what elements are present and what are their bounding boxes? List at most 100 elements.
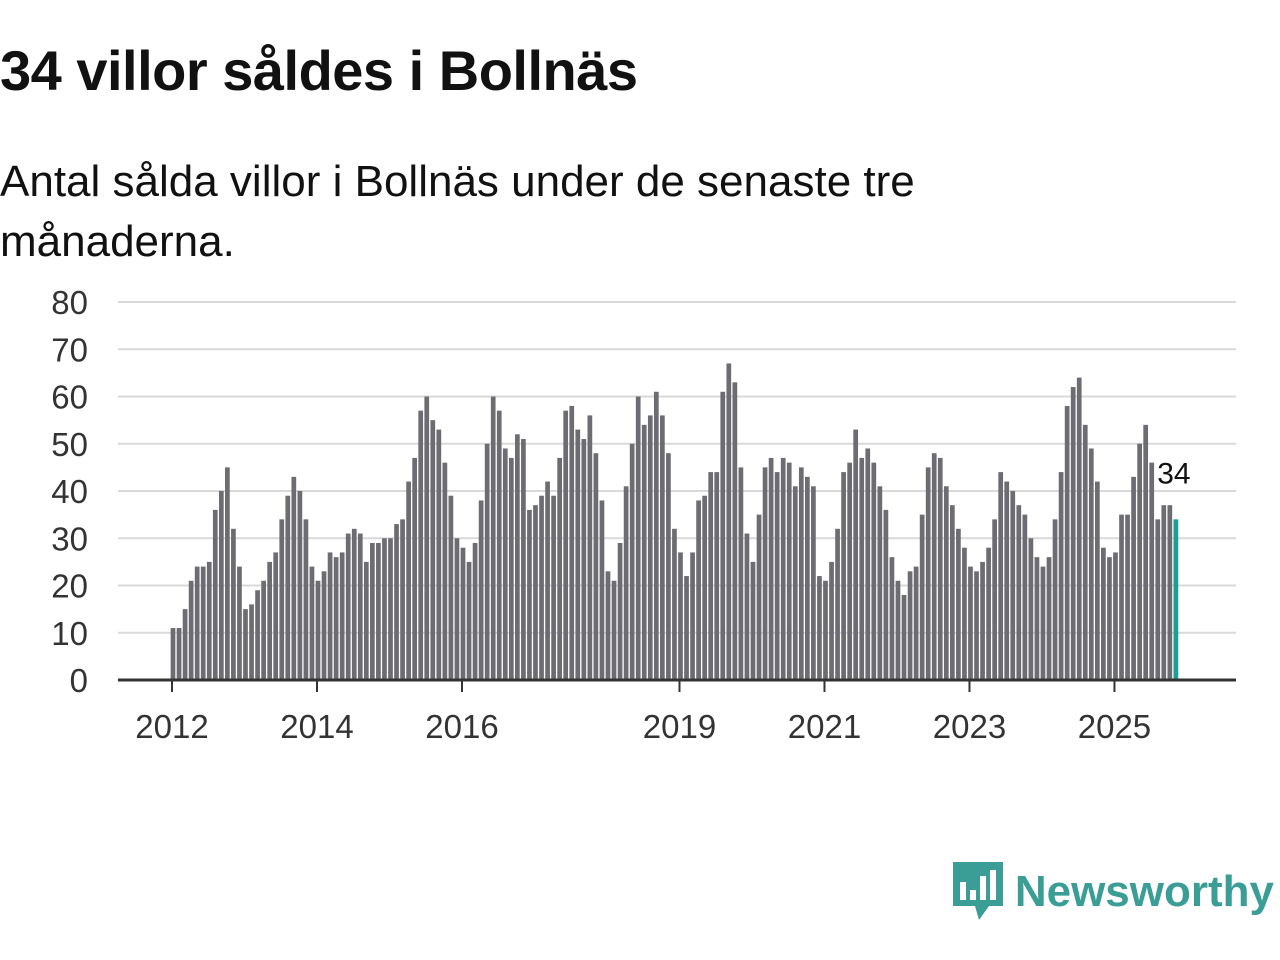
bar	[454, 538, 460, 680]
bar	[1052, 519, 1058, 680]
bar	[593, 453, 599, 680]
bar	[551, 495, 556, 680]
bar	[919, 514, 925, 681]
bar	[243, 609, 248, 681]
bar	[249, 604, 254, 680]
bar	[774, 472, 780, 680]
bar	[545, 481, 550, 680]
bar	[950, 505, 955, 680]
bar	[895, 580, 901, 680]
bar	[267, 561, 273, 681]
bar	[357, 533, 363, 680]
bar	[176, 628, 182, 680]
bar	[321, 571, 327, 680]
bar	[1058, 472, 1064, 680]
bar	[1034, 557, 1040, 680]
latest-value-label: 34	[1157, 457, 1190, 490]
y-tick-label: 40	[51, 473, 88, 510]
chart-title: 34 villor såldes i Bollnäs	[0, 39, 638, 102]
bar	[974, 571, 979, 680]
bar	[333, 557, 339, 680]
bar	[931, 453, 937, 680]
bar	[871, 462, 877, 680]
bar	[394, 524, 399, 680]
bar	[992, 519, 997, 680]
bar	[792, 486, 798, 680]
bar	[1004, 481, 1010, 680]
bar	[188, 580, 194, 680]
bar	[756, 514, 762, 681]
bar	[605, 571, 611, 680]
bar	[370, 542, 375, 680]
bar	[218, 491, 224, 680]
bar	[285, 495, 291, 680]
bar	[702, 495, 708, 680]
bar	[865, 448, 871, 680]
bar	[1143, 424, 1149, 680]
bar	[496, 410, 502, 680]
bar	[732, 382, 738, 680]
chart-subtitle: Antal sålda villor i Bollnäs under de se…	[0, 157, 915, 266]
bar	[684, 576, 689, 680]
bar	[418, 410, 424, 680]
bar	[599, 500, 605, 680]
bar	[817, 576, 822, 680]
bar	[490, 396, 496, 680]
bar	[617, 542, 623, 680]
bar	[1064, 405, 1070, 680]
bar	[635, 396, 641, 680]
bar	[714, 472, 720, 680]
bar	[1076, 377, 1082, 680]
x-axis-labels: 2012 2014 2016 2019 2021 2023 2025	[135, 708, 1151, 745]
bar	[829, 561, 834, 681]
bar	[351, 528, 357, 680]
bar	[913, 566, 919, 680]
bar	[460, 547, 466, 680]
bar	[515, 434, 520, 680]
bar	[611, 580, 617, 680]
bar	[841, 472, 846, 680]
x-tick-label: 2019	[643, 708, 716, 745]
bar	[212, 509, 218, 680]
bar	[448, 495, 454, 680]
bar	[237, 566, 242, 680]
bar	[708, 472, 714, 680]
bar	[557, 457, 563, 680]
bar	[436, 429, 442, 680]
y-tick-label: 30	[51, 520, 88, 557]
bar	[835, 528, 840, 680]
bar	[575, 429, 581, 680]
bar	[412, 457, 418, 680]
bar	[563, 410, 569, 680]
bar	[303, 519, 309, 680]
bar	[1016, 505, 1022, 680]
bar	[847, 462, 852, 680]
bar	[376, 542, 381, 680]
bar	[877, 486, 883, 680]
y-tick-label: 80	[51, 284, 88, 321]
bar	[1125, 514, 1130, 681]
y-tick-label: 60	[51, 379, 88, 416]
bar	[1040, 566, 1046, 680]
bar	[400, 519, 405, 680]
bar	[962, 547, 967, 680]
bar	[539, 495, 544, 680]
bar	[1088, 448, 1094, 680]
bar	[345, 533, 351, 680]
bar	[182, 609, 188, 681]
bar	[309, 566, 315, 680]
bar	[1149, 462, 1155, 680]
bar	[998, 472, 1004, 680]
y-tick-label: 70	[51, 331, 88, 368]
bar	[406, 481, 411, 680]
y-axis-labels: 0 10 20 30 40 50 60 70 80	[51, 284, 88, 699]
bar	[466, 561, 472, 681]
bar	[297, 491, 303, 680]
bar	[1094, 481, 1100, 680]
bar	[442, 462, 448, 680]
bar	[653, 391, 659, 680]
bar	[889, 557, 895, 680]
bar	[502, 448, 508, 680]
bar	[1082, 424, 1088, 680]
